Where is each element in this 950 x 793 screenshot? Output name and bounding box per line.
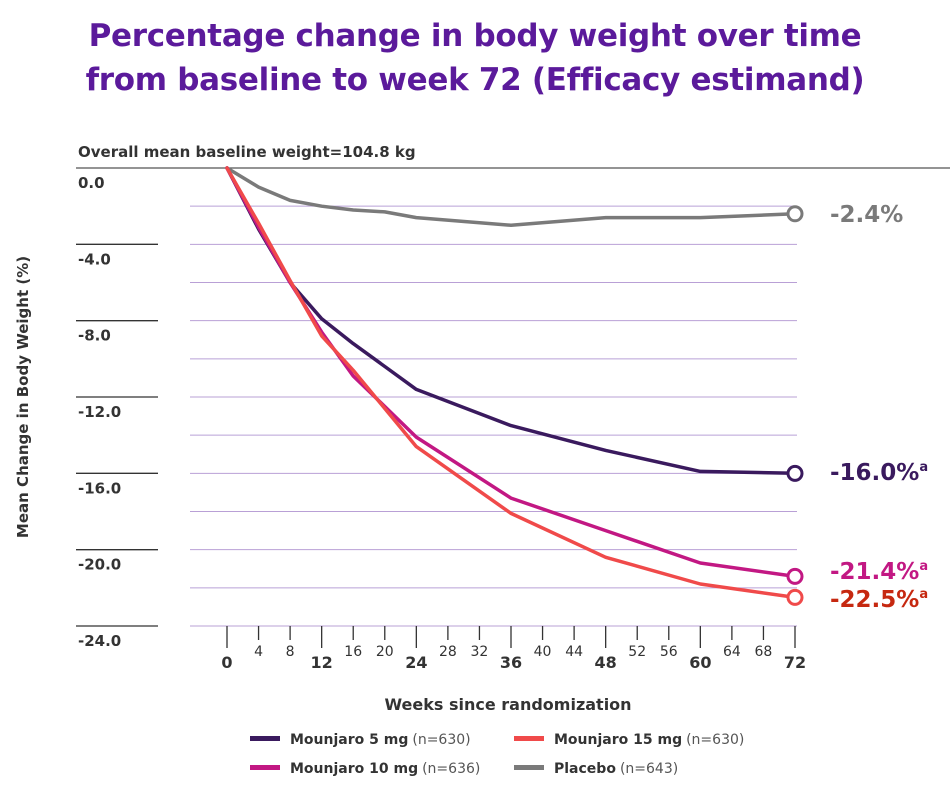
- legend-label: Mounjaro 10 mg: [290, 761, 419, 777]
- legend-item-mounjaro-5mg: Mounjaro 5 mg (n=630): [250, 732, 471, 748]
- x-tick-label: 68: [755, 644, 773, 660]
- legend-swatch: [514, 764, 544, 770]
- x-tick-label: 60: [689, 653, 711, 672]
- legend-label: Placebo: [554, 761, 616, 777]
- legend-item-mounjaro-15mg: Mounjaro 15 mg (n=630): [514, 732, 744, 748]
- x-tick-label: 48: [595, 653, 617, 672]
- legend-swatch: [514, 735, 544, 741]
- x-axis-title: Weeks since randomization: [384, 695, 631, 714]
- end-label-value: -2.4%: [830, 202, 903, 228]
- x-tick-label: 12: [311, 653, 333, 672]
- chart-title-line-1: Percentage change in body weight over ti…: [88, 18, 862, 54]
- series-end-marker: [786, 205, 804, 223]
- legend-swatch: [250, 764, 280, 770]
- y-tick-label: -4.0: [78, 250, 111, 268]
- chart-title: Percentage change in body weight over ti…: [0, 14, 950, 102]
- y-tick-label: -8.0: [78, 327, 111, 345]
- series-line-placebo: [225, 166, 797, 228]
- y-tick-label: 0.0: [78, 174, 105, 192]
- end-label-superscript: a: [919, 460, 928, 475]
- x-tick-label: 36: [500, 653, 522, 672]
- legend-item-placebo: Placebo (n=643): [514, 761, 678, 777]
- legend-label: Mounjaro 5 mg: [290, 732, 409, 748]
- end-label-value: -21.4%: [830, 559, 919, 585]
- series-end-marker: [786, 567, 804, 585]
- legend-swatch: [250, 735, 280, 741]
- end-label-value: -22.5%: [830, 587, 919, 613]
- x-tick-label: 64: [723, 644, 741, 660]
- series-end-marker: [786, 588, 804, 606]
- x-tick-label: 72: [784, 653, 806, 672]
- x-tick-label: 32: [471, 644, 489, 660]
- x-tick-label: 24: [405, 653, 427, 672]
- x-tick-label: 56: [660, 644, 678, 660]
- y-tick-label: -12.0: [78, 403, 121, 421]
- y-tick-label: -24.0: [78, 632, 121, 650]
- legend-count: (n=636): [422, 761, 481, 777]
- legend-label: Mounjaro 15 mg: [554, 732, 683, 748]
- x-tick-label: 16: [344, 644, 362, 660]
- x-tick-label: 4: [254, 644, 263, 660]
- series-line-mounjaro-15-mg: [225, 166, 797, 600]
- series-end-label: -2.4%: [830, 202, 903, 228]
- series-end-label: -16.0%a: [830, 460, 928, 486]
- series-end-marker: [786, 464, 804, 482]
- legend-item-mounjaro-10mg: Mounjaro 10 mg (n=636): [250, 761, 480, 777]
- chart-title-line-2: from baseline to week 72 (Efficacy estim…: [85, 62, 865, 98]
- series-end-label: -21.4%a: [830, 559, 928, 585]
- y-tick-label: -16.0: [78, 479, 121, 497]
- series-end-label: -22.5%a: [830, 587, 928, 613]
- end-label-superscript: a: [919, 559, 928, 574]
- chart-subtitle: Overall mean baseline weight=104.8 kg: [78, 143, 416, 161]
- x-tick-label: 0: [221, 653, 232, 672]
- x-tick-label: 28: [439, 644, 457, 660]
- x-tick-label: 52: [628, 644, 646, 660]
- legend-count: (n=643): [619, 761, 679, 777]
- legend-count: (n=630): [412, 732, 471, 748]
- x-tick-label: 44: [565, 644, 583, 660]
- end-label-value: -16.0%: [830, 460, 919, 486]
- x-tick-label: 8: [286, 644, 295, 660]
- y-axis-title: Mean Change in Body Weight (%): [14, 256, 32, 538]
- y-tick-label: -20.0: [78, 556, 121, 574]
- x-tick-label: 20: [376, 644, 394, 660]
- legend-count: (n=630): [686, 732, 745, 748]
- end-label-superscript: a: [919, 587, 928, 602]
- x-tick-label: 40: [534, 644, 552, 660]
